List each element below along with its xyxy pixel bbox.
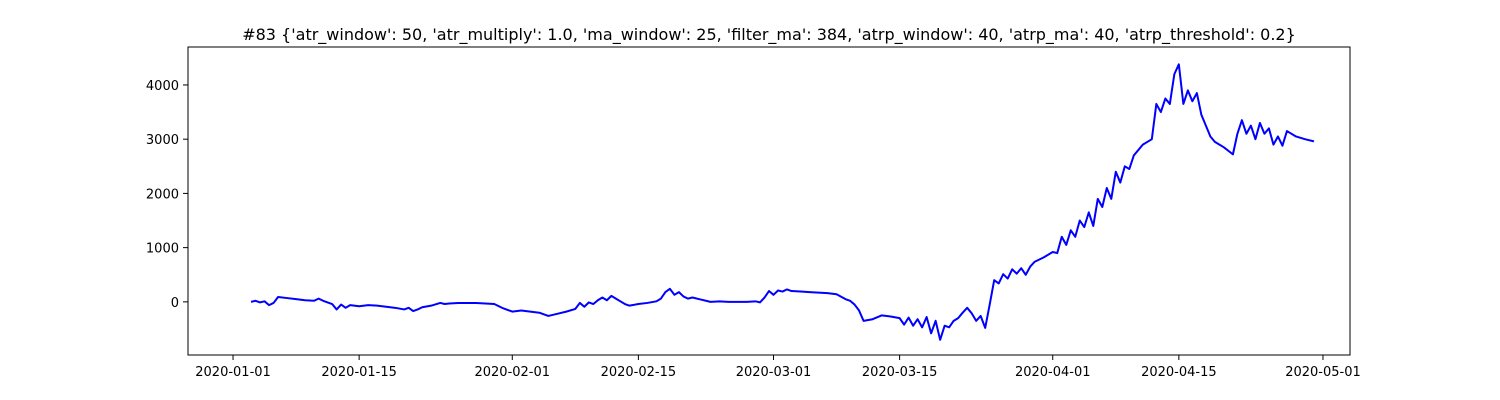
x-tick-label: 2020-03-01 xyxy=(736,365,812,380)
x-axis: 2020-01-01 2020-01-15 2020-02-01 2020-02-15… xyxy=(195,355,1361,380)
series-line xyxy=(250,63,1315,341)
y-axis: 0 1000 2000 3000 4000 xyxy=(146,79,188,311)
x-tick-label: 2020-05-01 xyxy=(1285,365,1361,380)
y-tick-label: 3000 xyxy=(146,133,179,148)
y-tick-label: 4000 xyxy=(146,79,179,94)
chart-title: #83 {'atr_window': 50, 'atr_multiply': 1… xyxy=(242,25,1296,45)
x-tick-label: 2020-04-01 xyxy=(1015,365,1091,380)
x-tick-label: 2020-02-01 xyxy=(474,365,550,380)
x-tick-label: 2020-02-15 xyxy=(601,365,677,380)
y-tick-label: 1000 xyxy=(146,242,179,257)
plot-frame xyxy=(187,46,1351,356)
y-tick-label: 0 xyxy=(171,296,179,311)
y-tick-label: 2000 xyxy=(146,187,179,202)
x-tick-label: 2020-03-15 xyxy=(862,365,938,380)
plot-area xyxy=(250,63,1315,341)
x-tick-label: 2020-04-15 xyxy=(1141,365,1217,380)
x-tick-label: 2020-01-15 xyxy=(321,365,397,380)
x-tick-label: 2020-01-01 xyxy=(195,365,271,380)
